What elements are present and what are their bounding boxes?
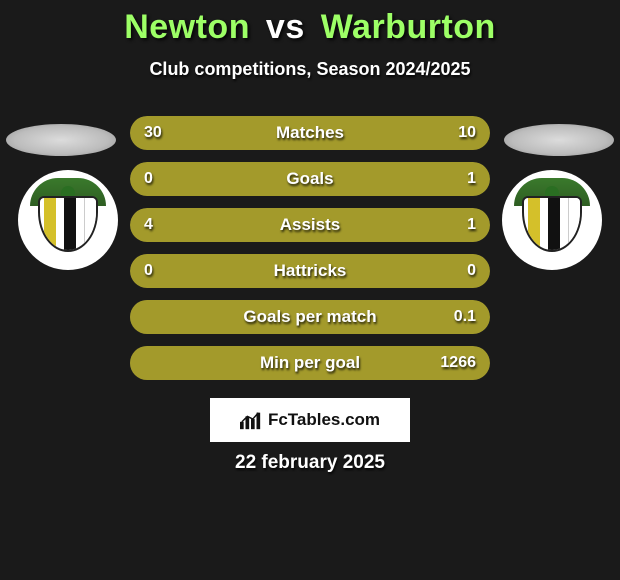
stat-bar-fill-left <box>130 208 411 242</box>
player2-name: Warburton <box>321 8 496 46</box>
stat-bar-fill-right <box>141 300 490 334</box>
stat-bar: 1266Min per goal <box>130 346 490 380</box>
stat-bar: 0.1Goals per match <box>130 300 490 334</box>
stat-bar-fill-right <box>411 208 490 242</box>
stat-bar: 00Hattricks <box>130 254 490 288</box>
vs-text: vs <box>266 8 305 46</box>
flag-oval-right <box>504 124 614 156</box>
player1-crest <box>18 170 118 270</box>
flag-oval-left <box>6 124 116 156</box>
stat-bar: 3010Matches <box>130 116 490 150</box>
stat-bar-fill-left <box>130 162 195 196</box>
stat-bar-fill-right <box>195 162 490 196</box>
player2-crest <box>502 170 602 270</box>
date-text: 22 february 2025 <box>0 452 620 474</box>
subtitle: Club competitions, Season 2024/2025 <box>0 59 620 80</box>
player1-name: Newton <box>124 8 250 46</box>
stat-bar-fill-left <box>130 346 141 380</box>
stat-bar-fill-left <box>130 300 141 334</box>
stat-bar-fill-right <box>310 254 490 288</box>
stat-bar-fill-left <box>130 254 310 288</box>
stat-bar-fill-right <box>141 346 490 380</box>
barchart-icon <box>240 410 262 430</box>
credit-text: FcTables.com <box>268 410 380 430</box>
stat-bar-fill-left <box>130 116 389 150</box>
club-crest-icon <box>28 180 108 260</box>
comparison-infographic: Newton vs Warburton Club competitions, S… <box>0 0 620 580</box>
club-crest-icon <box>512 180 592 260</box>
stat-bar-fill-right <box>389 116 490 150</box>
stat-bar: 41Assists <box>130 208 490 242</box>
stats-bars: 3010Matches 01Goals 41Assists 00Hattricks 0.… <box>130 116 490 392</box>
credit-badge: FcTables.com <box>210 398 410 442</box>
title: Newton vs Warburton <box>0 8 620 47</box>
stat-bar: 01Goals <box>130 162 490 196</box>
